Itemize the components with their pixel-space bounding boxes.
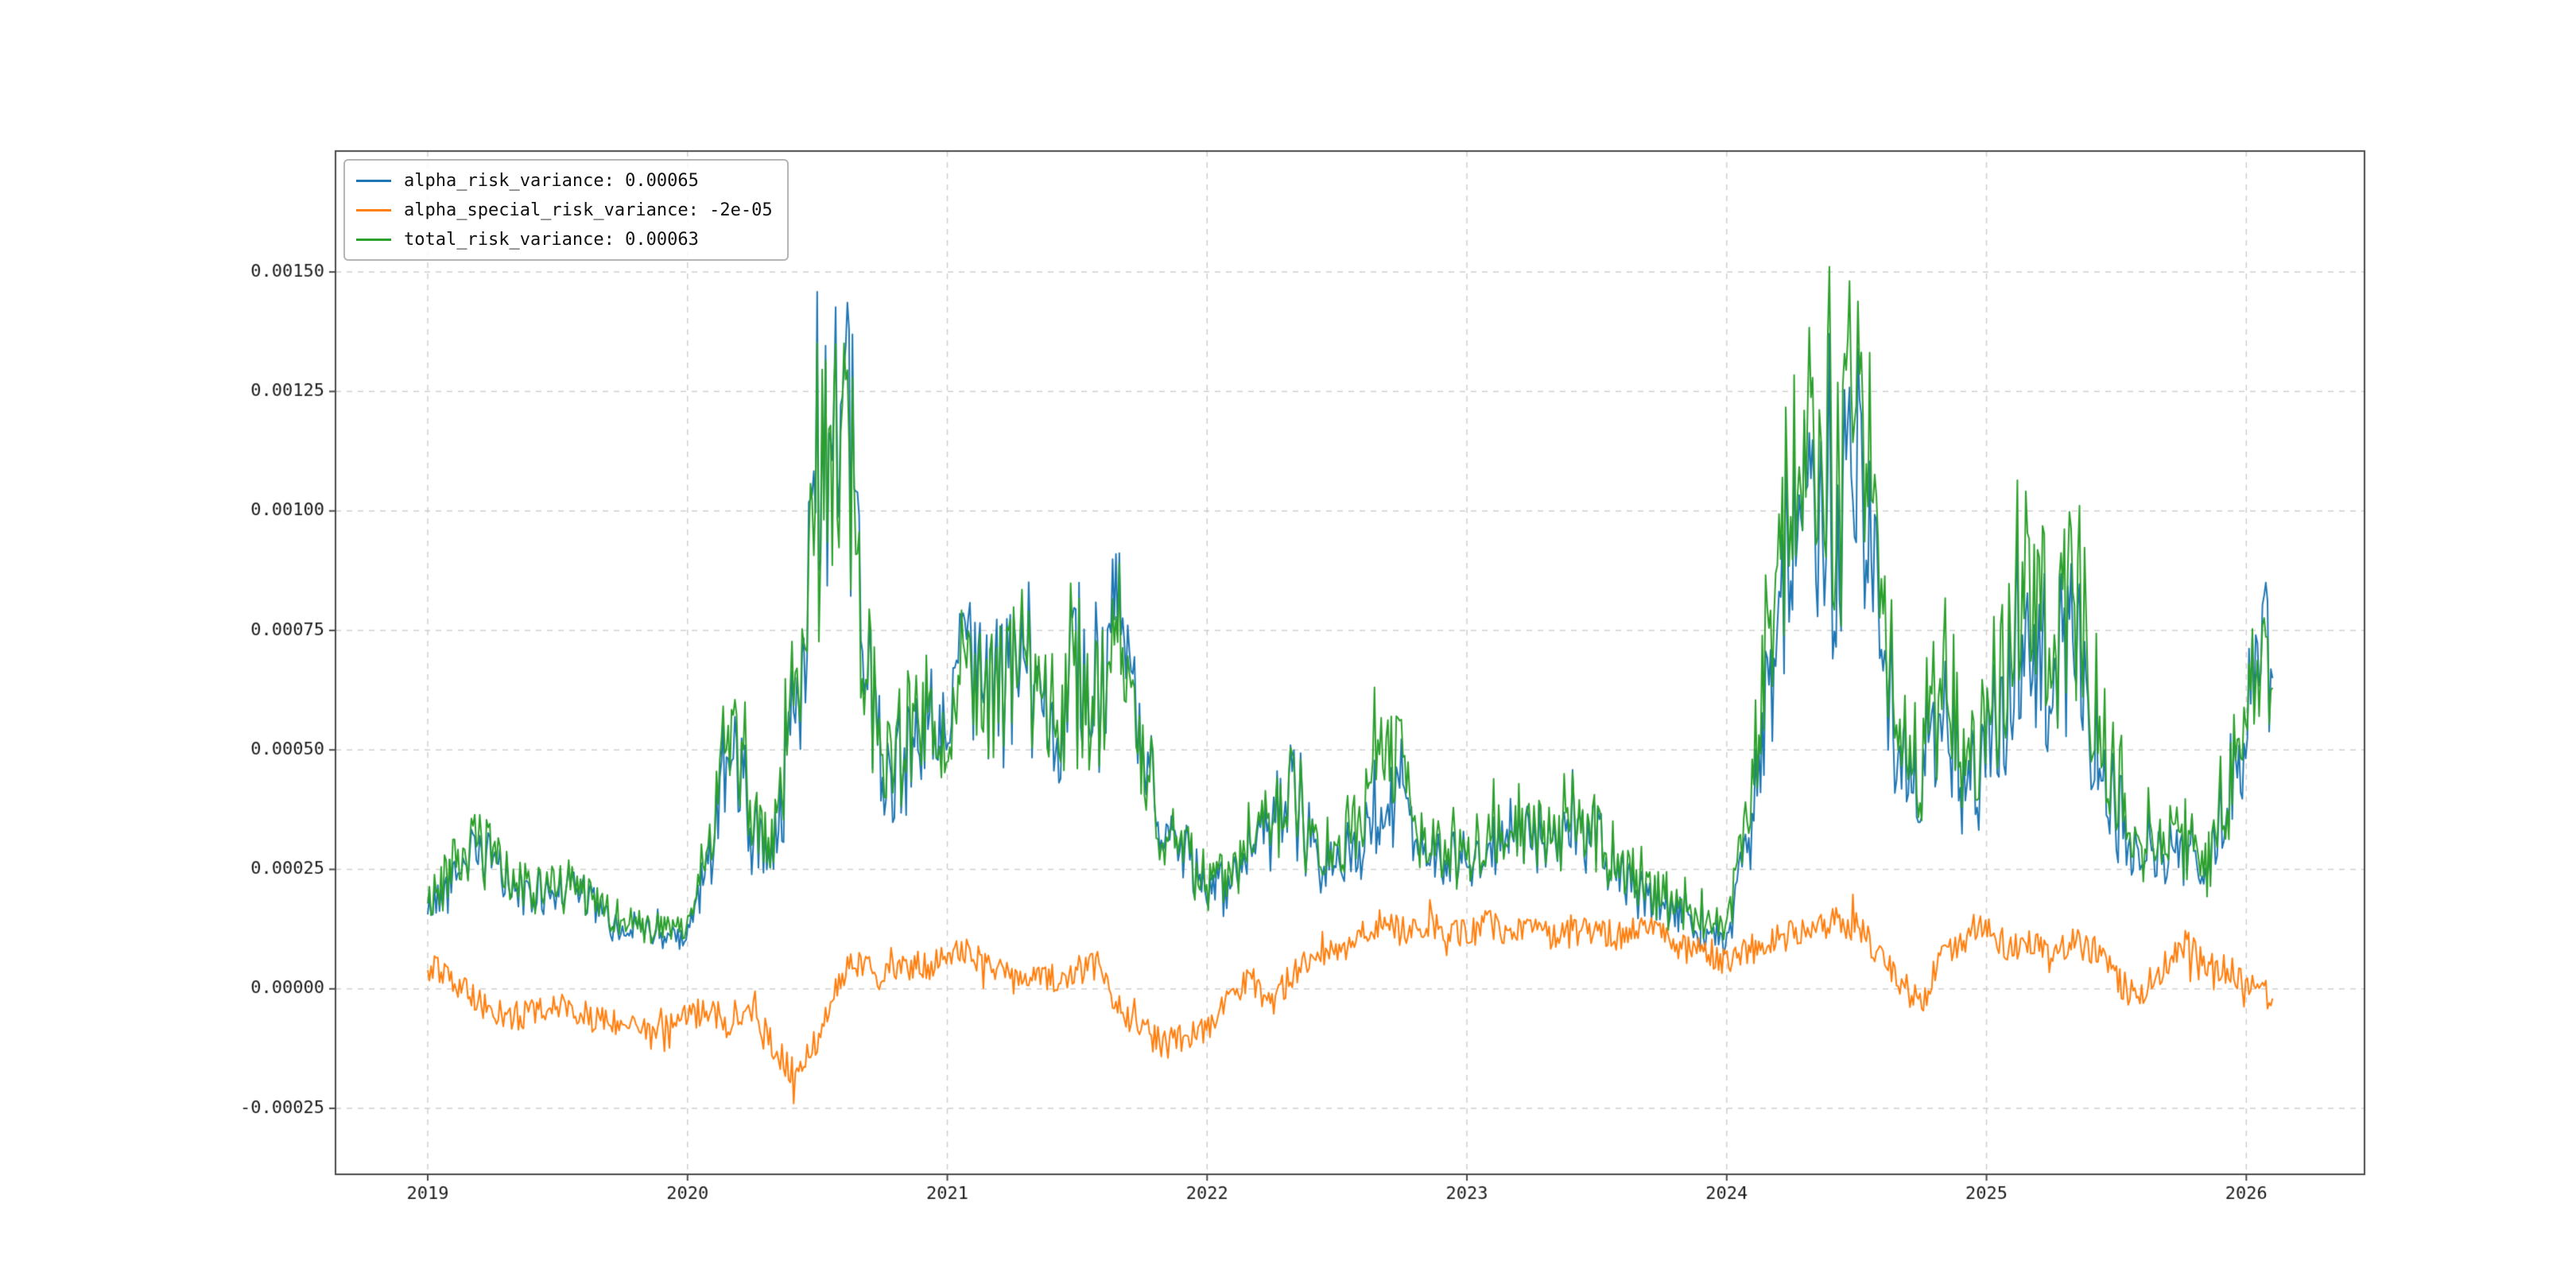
legend-line-swatch-blue — [356, 179, 391, 182]
legend-line-swatch-green — [356, 238, 391, 241]
legend-item-alpha-risk-variance: alpha_risk_variance: 0.00065 — [356, 169, 773, 192]
legend-label: total_risk_variance: 0.00063 — [404, 229, 699, 250]
legend: alpha_risk_variance: 0.00065 alpha_speci… — [343, 159, 789, 261]
legend-label: alpha_risk_variance: 0.00065 — [404, 170, 699, 191]
legend-line-swatch-orange — [356, 208, 391, 211]
legend-item-alpha-special-risk-variance: alpha_special_risk_variance: -2e-05 — [356, 198, 773, 222]
legend-item-total-risk-variance: total_risk_variance: 0.00063 — [356, 227, 773, 251]
legend-label: alpha_special_risk_variance: -2e-05 — [404, 200, 773, 220]
